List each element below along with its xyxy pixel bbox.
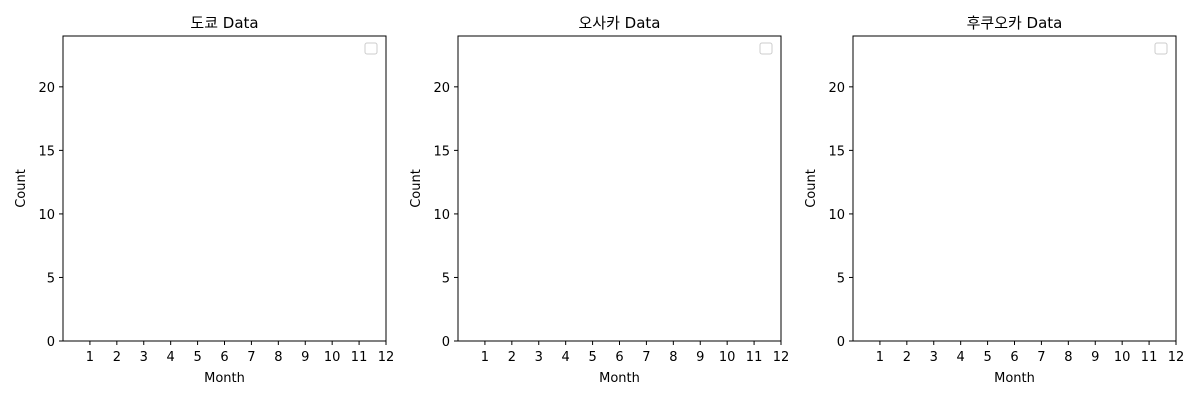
x-tick-label: 1: [481, 350, 489, 365]
x-tick-label: 11: [351, 350, 368, 365]
x-tick-label: 12: [378, 350, 395, 365]
x-tick-label: 3: [140, 350, 148, 365]
x-tick-label: 6: [220, 350, 228, 365]
x-tick-label: 4: [167, 350, 175, 365]
x-tick-label: 8: [1064, 350, 1072, 365]
y-tick-label: 20: [38, 81, 55, 96]
x-tick-label: 2: [903, 350, 911, 365]
y-axis-label: Count: [804, 169, 819, 208]
x-tick-label: 8: [669, 350, 677, 365]
x-tick-label: 10: [1114, 350, 1131, 365]
y-axis-label: Count: [14, 169, 29, 208]
x-tick-label: 9: [696, 350, 704, 365]
y-tick-label: 10: [38, 208, 55, 223]
x-tick-label: 10: [719, 350, 736, 365]
legend-box: [1154, 42, 1168, 55]
x-tick-label: 2: [508, 350, 516, 365]
plot-area: [852, 35, 1177, 342]
y-tick-label: 15: [38, 144, 55, 159]
y-tick-label: 0: [442, 335, 450, 350]
plot-area: [457, 35, 782, 342]
y-tick-label: 0: [837, 335, 845, 350]
y-tick-label: 20: [828, 81, 845, 96]
y-tick-label: 10: [433, 208, 450, 223]
x-tick-label: 1: [86, 350, 94, 365]
x-tick-label: 6: [1010, 350, 1018, 365]
y-tick-label: 5: [442, 271, 450, 286]
x-tick-label: 9: [301, 350, 309, 365]
x-tick-label: 5: [983, 350, 991, 365]
x-tick-label: 12: [1168, 350, 1185, 365]
legend-box: [759, 42, 773, 55]
x-tick-label: 9: [1091, 350, 1099, 365]
chart-title: 도쿄 Data: [190, 14, 258, 32]
x-tick-label: 7: [247, 350, 255, 365]
x-tick-label: 7: [1037, 350, 1045, 365]
x-tick-label: 11: [746, 350, 763, 365]
x-tick-label: 8: [274, 350, 282, 365]
x-tick-label: 10: [324, 350, 341, 365]
x-tick-label: 7: [642, 350, 650, 365]
x-tick-label: 6: [615, 350, 623, 365]
x-tick-label: 4: [957, 350, 965, 365]
y-tick-label: 0: [47, 335, 55, 350]
x-tick-label: 4: [562, 350, 570, 365]
x-tick-label: 11: [1141, 350, 1158, 365]
chart-title: 오사카 Data: [579, 14, 661, 32]
x-axis-label: Month: [994, 371, 1035, 386]
y-tick-label: 15: [433, 144, 450, 159]
y-axis-label: Count: [409, 169, 424, 208]
x-tick-label: 5: [193, 350, 201, 365]
x-tick-label: 3: [930, 350, 938, 365]
legend-box: [364, 42, 378, 55]
y-tick-label: 20: [433, 81, 450, 96]
y-tick-label: 5: [837, 271, 845, 286]
y-tick-label: 15: [828, 144, 845, 159]
x-tick-label: 5: [588, 350, 596, 365]
y-tick-label: 5: [47, 271, 55, 286]
x-tick-label: 2: [113, 350, 121, 365]
y-tick-label: 10: [828, 208, 845, 223]
x-tick-label: 3: [535, 350, 543, 365]
x-axis-label: Month: [204, 371, 245, 386]
x-tick-label: 1: [876, 350, 884, 365]
x-axis-label: Month: [599, 371, 640, 386]
chart-title: 후쿠오카 Data: [967, 14, 1063, 32]
plot-area: [62, 35, 387, 342]
x-tick-label: 12: [773, 350, 790, 365]
